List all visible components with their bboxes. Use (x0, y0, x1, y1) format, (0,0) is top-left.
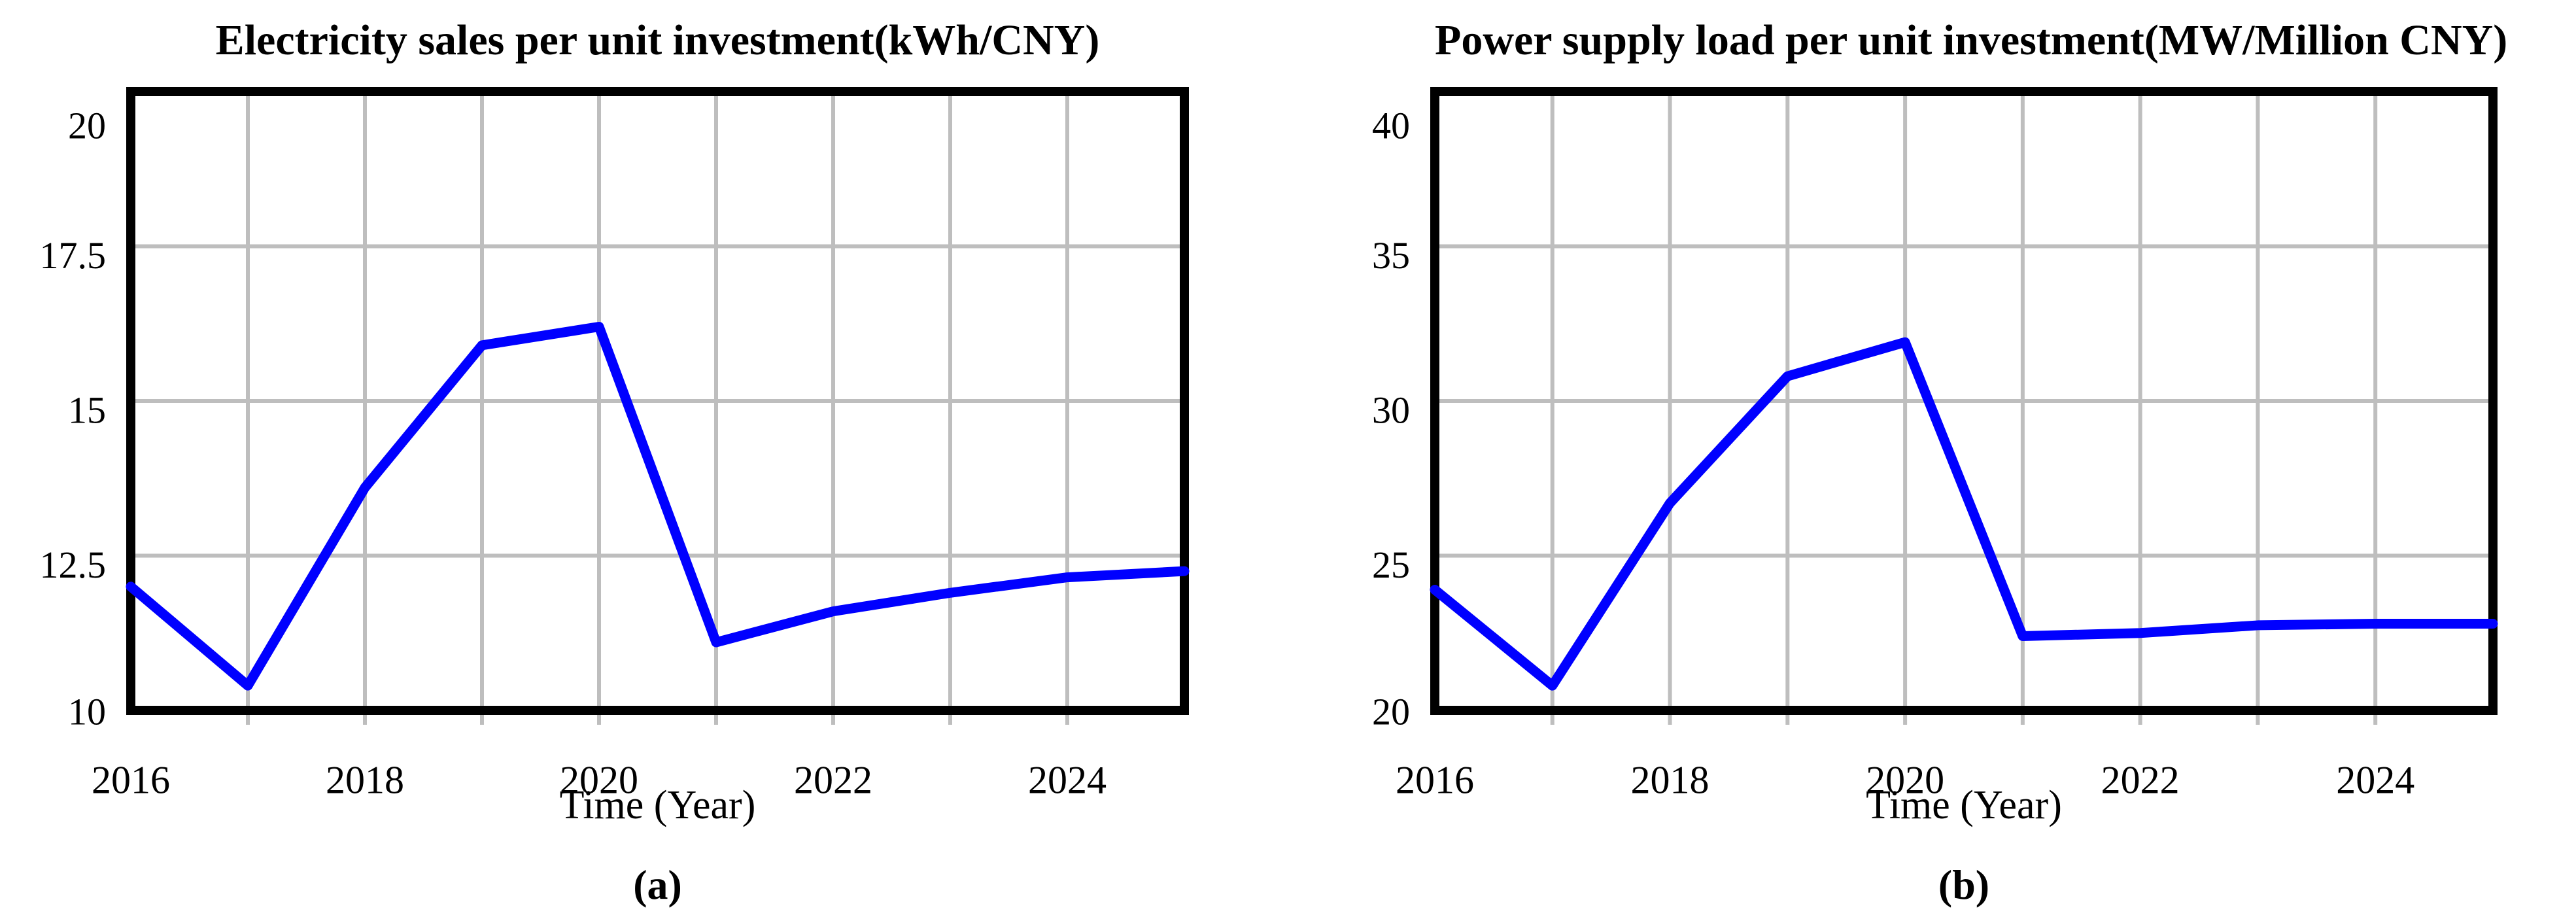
chart-b-caption: (b) (1938, 861, 1990, 908)
x-tick-label: 2018 (326, 758, 404, 801)
y-tick-label: 10 (68, 691, 106, 733)
plot-frame (126, 87, 1189, 715)
chart-a-caption: (a) (633, 861, 682, 908)
y-tick-label: 12.5 (40, 544, 107, 586)
y-tick-label: 17.5 (40, 234, 107, 277)
y-tick-label: 40 (1372, 105, 1410, 147)
x-tick-label: 2024 (1028, 758, 1107, 801)
x-tick-label: 2020 (1866, 758, 1944, 801)
x-tick-label: 2022 (794, 758, 872, 801)
x-tick-label: 2018 (1631, 758, 1709, 801)
y-tick-label: 15 (68, 389, 106, 432)
chart-b-title: Power supply load per unit investment(MW… (1435, 16, 2508, 64)
plot-frame (1430, 87, 2498, 715)
x-tick-label: 2022 (2101, 758, 2180, 801)
x-tick-label: 2016 (1396, 758, 1474, 801)
x-tick-label: 2020 (560, 758, 638, 801)
chart-b-x-axis-label: Time (Year) (1866, 783, 2062, 827)
x-tick-label: 2016 (92, 758, 170, 801)
data-line (126, 321, 1190, 691)
y-tick-label: 30 (1372, 389, 1410, 432)
y-tick-label: 20 (1372, 691, 1410, 733)
x-tick-label: 2024 (2336, 758, 2414, 801)
y-tick-label: 25 (1372, 544, 1410, 586)
y-tick-label: 35 (1372, 234, 1410, 277)
chart-b-canvas: 40 35 30 25 20 2016 2018 2020 2022 2024 (1372, 87, 2498, 801)
data-line (1430, 337, 2498, 691)
chart-a-title: Electricity sales per unit investment(kW… (215, 16, 1100, 64)
chart-a-canvas: 20 17.5 15 12.5 10 2016 2018 2020 2022 2024 (40, 87, 1190, 801)
chart-a-x-axis-label: Time (Year) (559, 783, 756, 827)
y-tick-label: 20 (68, 105, 106, 147)
